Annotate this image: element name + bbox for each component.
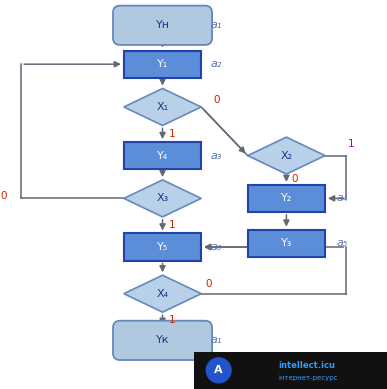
Circle shape: [206, 358, 231, 383]
Text: 1: 1: [168, 315, 175, 325]
Text: a₁: a₁: [211, 335, 222, 345]
Text: інтернет-ресурс: інтернет-ресурс: [279, 374, 338, 381]
Text: A: A: [214, 365, 223, 375]
FancyBboxPatch shape: [124, 142, 201, 169]
Polygon shape: [248, 137, 325, 174]
Text: 0: 0: [291, 174, 298, 184]
Text: X₃: X₃: [156, 193, 169, 203]
Text: 0: 0: [214, 95, 220, 105]
Text: Y₄: Y₄: [157, 151, 168, 161]
Text: 0: 0: [1, 191, 7, 202]
Text: a₂: a₂: [211, 59, 222, 69]
FancyBboxPatch shape: [248, 230, 325, 257]
Text: a₄: a₄: [337, 193, 348, 203]
Text: 1: 1: [168, 220, 175, 230]
Text: X₁: X₁: [156, 102, 169, 112]
Text: 0: 0: [205, 279, 212, 289]
Polygon shape: [124, 89, 201, 125]
Text: Y₃: Y₃: [281, 238, 292, 248]
Text: Y₅: Y₅: [157, 242, 168, 252]
Text: a₅: a₅: [337, 238, 348, 248]
Text: X₄: X₄: [156, 289, 169, 299]
Text: Y₂: Y₂: [281, 193, 292, 203]
Polygon shape: [124, 180, 201, 217]
Text: 1: 1: [168, 129, 175, 139]
FancyBboxPatch shape: [113, 321, 212, 360]
Text: X₂: X₂: [280, 151, 293, 161]
Text: a₆: a₆: [211, 242, 222, 252]
Polygon shape: [124, 275, 201, 312]
FancyBboxPatch shape: [113, 5, 212, 45]
Text: Y₁: Y₁: [157, 59, 168, 69]
Text: Yн: Yн: [156, 20, 170, 30]
Text: a₃: a₃: [211, 151, 222, 161]
Text: intellect.icu: intellect.icu: [279, 361, 336, 370]
FancyBboxPatch shape: [124, 233, 201, 261]
FancyBboxPatch shape: [194, 352, 387, 389]
Text: a₁: a₁: [211, 20, 222, 30]
FancyBboxPatch shape: [248, 185, 325, 212]
Text: 1: 1: [348, 139, 355, 149]
Text: Yк: Yк: [156, 335, 169, 345]
FancyBboxPatch shape: [124, 51, 201, 78]
